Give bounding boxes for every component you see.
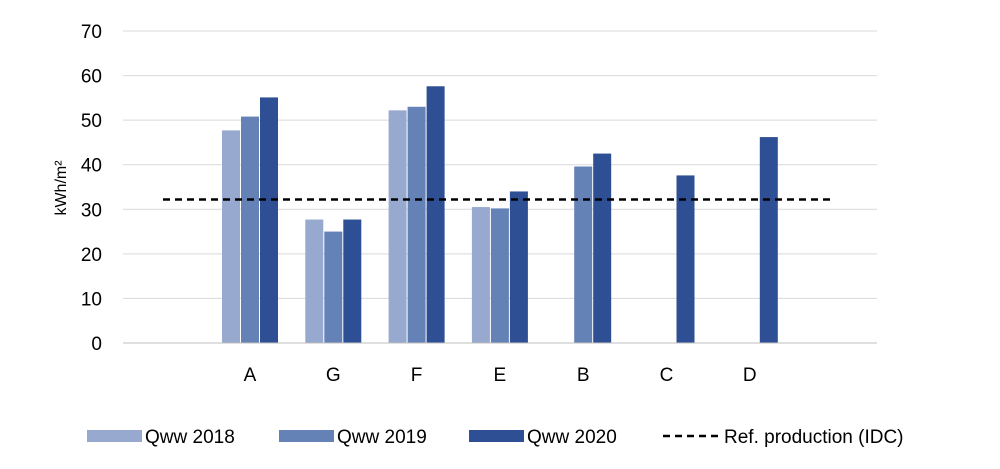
y-tick-label: 20 (81, 245, 102, 266)
bar-A-series-3 (260, 97, 278, 343)
legend-label: Qww 2018 (145, 427, 235, 448)
bar-F-series-2 (407, 106, 426, 344)
y-tick-label: 40 (81, 156, 102, 177)
legend: Qww 2018 Qww 2019 Qww 2020 Ref. production … (87, 427, 904, 448)
y-tick-label: 30 (81, 200, 102, 221)
bar-G-series-2 (324, 231, 343, 343)
bars (222, 86, 778, 344)
bar-G-series-1 (305, 219, 324, 343)
x-tick-label: D (743, 365, 757, 386)
legend-swatch (279, 430, 334, 442)
y-axis-title: kWh/m² (53, 160, 70, 216)
y-tick-label: 10 (81, 289, 102, 310)
y-tick-label: 0 (91, 334, 102, 355)
x-tick-label: E (494, 365, 507, 386)
legend-label: Qww 2019 (337, 427, 427, 448)
x-tick-label: F (411, 365, 423, 386)
bar-E-series-3 (509, 191, 528, 343)
bar-B-series-2 (574, 166, 593, 343)
x-tick-label: C (660, 365, 674, 386)
x-tick-label: G (326, 365, 341, 386)
x-tick-label: B (577, 365, 590, 386)
bar-B-series-3 (593, 153, 612, 343)
bar-F-series-1 (388, 110, 407, 343)
y-tick-label: 60 (81, 67, 102, 88)
bar-C-series-3 (676, 175, 695, 343)
legend-label: Ref. production (IDC) (724, 427, 904, 448)
legend-swatch (87, 430, 142, 442)
y-tick-label: 50 (81, 111, 102, 132)
legend-label: Qww 2020 (527, 427, 617, 448)
x-tick-label: A (244, 365, 257, 386)
bar-A-series-2 (241, 116, 259, 343)
legend-swatch (469, 430, 524, 442)
y-axis-tick-labels: 0 10 20 30 40 50 60 70 (81, 22, 102, 355)
bar-F-series-3 (426, 86, 445, 344)
bar-G-series-3 (343, 219, 362, 343)
bar-E-series-1 (471, 207, 490, 343)
bar-A-series-1 (222, 130, 240, 343)
bar-E-series-2 (490, 208, 509, 343)
bar-D-series-3 (759, 137, 778, 343)
y-tick-label: 70 (81, 22, 102, 43)
